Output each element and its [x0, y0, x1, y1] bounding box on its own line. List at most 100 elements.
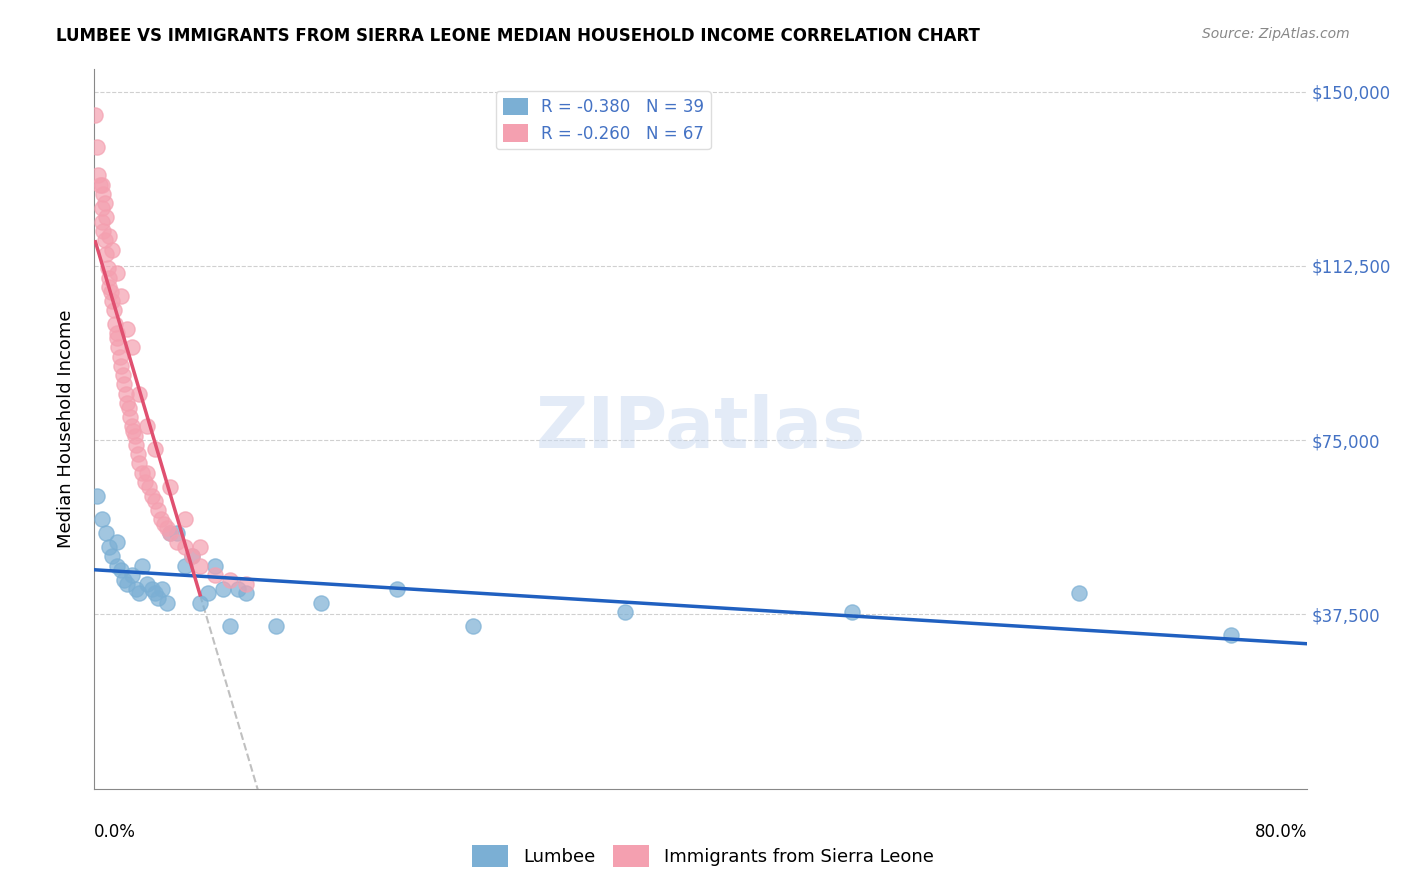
Point — [94, 210, 117, 224]
Point — [86, 489, 108, 503]
Point — [461, 619, 484, 633]
Point — [131, 466, 153, 480]
Point — [159, 526, 181, 541]
Point — [136, 419, 159, 434]
Point — [166, 535, 188, 549]
Point — [146, 503, 169, 517]
Text: LUMBEE VS IMMIGRANTS FROM SIERRA LEONE MEDIAN HOUSEHOLD INCOME CORRELATION CHART: LUMBEE VS IMMIGRANTS FROM SIERRA LEONE M… — [56, 27, 980, 45]
Point — [112, 377, 135, 392]
Point — [117, 396, 139, 410]
Point — [128, 457, 150, 471]
Point — [120, 409, 142, 424]
Point — [121, 568, 143, 582]
Point — [211, 582, 233, 596]
Point — [841, 605, 863, 619]
Point — [149, 512, 172, 526]
Legend: Lumbee, Immigrants from Sierra Leone: Lumbee, Immigrants from Sierra Leone — [465, 838, 941, 874]
Point — [174, 512, 197, 526]
Text: ZIPatlas: ZIPatlas — [536, 394, 866, 463]
Point — [150, 582, 173, 596]
Point — [91, 224, 114, 238]
Point — [204, 568, 226, 582]
Point — [124, 428, 146, 442]
Point — [311, 596, 333, 610]
Point — [90, 201, 112, 215]
Point — [114, 386, 136, 401]
Point — [143, 493, 166, 508]
Point — [128, 586, 150, 600]
Point — [108, 350, 131, 364]
Point — [219, 573, 242, 587]
Point — [94, 526, 117, 541]
Point — [219, 619, 242, 633]
Point — [94, 247, 117, 261]
Point — [112, 573, 135, 587]
Text: 80.0%: 80.0% — [1254, 823, 1306, 841]
Point — [143, 586, 166, 600]
Point — [87, 169, 110, 183]
Point — [143, 442, 166, 457]
Point — [121, 340, 143, 354]
Point — [110, 289, 132, 303]
Point — [146, 591, 169, 606]
Point — [156, 596, 179, 610]
Point — [105, 558, 128, 573]
Point — [117, 321, 139, 335]
Point — [136, 577, 159, 591]
Point — [174, 540, 197, 554]
Point — [98, 270, 121, 285]
Point — [188, 596, 211, 610]
Text: 0.0%: 0.0% — [94, 823, 136, 841]
Point — [117, 577, 139, 591]
Point — [156, 521, 179, 535]
Point — [125, 438, 148, 452]
Point — [93, 196, 115, 211]
Point — [188, 540, 211, 554]
Point — [101, 293, 124, 308]
Point — [121, 419, 143, 434]
Point — [235, 586, 257, 600]
Point — [98, 280, 121, 294]
Point — [84, 108, 107, 122]
Point — [105, 326, 128, 341]
Point — [97, 261, 120, 276]
Point — [103, 303, 125, 318]
Point — [235, 577, 257, 591]
Point — [100, 285, 122, 299]
Point — [98, 540, 121, 554]
Point — [159, 526, 181, 541]
Y-axis label: Median Household Income: Median Household Income — [58, 310, 75, 548]
Point — [110, 359, 132, 373]
Point — [105, 331, 128, 345]
Point — [181, 549, 204, 564]
Point — [105, 266, 128, 280]
Point — [226, 582, 249, 596]
Point — [174, 558, 197, 573]
Point — [122, 424, 145, 438]
Point — [159, 480, 181, 494]
Point — [197, 586, 219, 600]
Point — [105, 535, 128, 549]
Point — [98, 228, 121, 243]
Point — [127, 447, 149, 461]
Point — [613, 605, 636, 619]
Point — [86, 140, 108, 154]
Point — [131, 558, 153, 573]
Point — [1220, 628, 1243, 642]
Point — [90, 215, 112, 229]
Point — [385, 582, 408, 596]
Point — [111, 368, 134, 383]
Point — [110, 563, 132, 577]
Text: Source: ZipAtlas.com: Source: ZipAtlas.com — [1202, 27, 1350, 41]
Point — [138, 480, 160, 494]
Point — [141, 582, 163, 596]
Point — [89, 178, 111, 192]
Point — [101, 549, 124, 564]
Point — [136, 466, 159, 480]
Point — [104, 317, 127, 331]
Point — [128, 386, 150, 401]
Point — [1069, 586, 1091, 600]
Legend: R = -0.380   N = 39, R = -0.260   N = 67: R = -0.380 N = 39, R = -0.260 N = 67 — [496, 91, 710, 149]
Point — [107, 340, 129, 354]
Point — [181, 549, 204, 564]
